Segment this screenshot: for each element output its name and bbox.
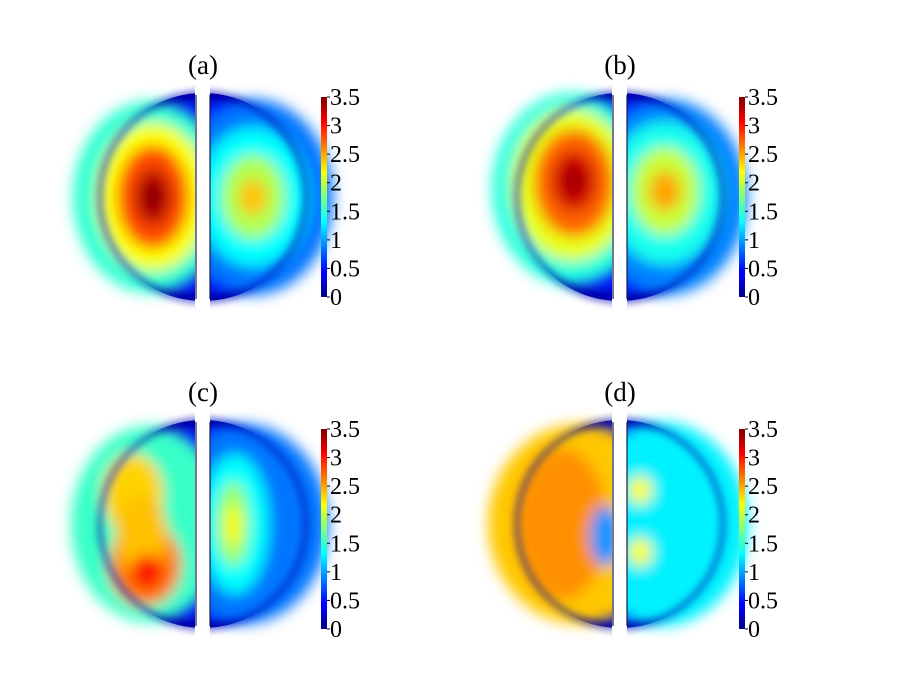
colorbar-tick-label: 3 bbox=[330, 114, 342, 140]
colorbar-tick-label: 0 bbox=[330, 285, 342, 311]
colorbar-tick-label: 2.5 bbox=[330, 142, 360, 168]
left-half-level-1 bbox=[516, 448, 608, 600]
right-half-contours bbox=[210, 99, 333, 295]
colorbar-tick-label: 3 bbox=[748, 114, 760, 140]
right-half-level-3 bbox=[225, 506, 241, 546]
colorbar-tick-label: 0.5 bbox=[330, 588, 360, 614]
left-half-field bbox=[492, 92, 613, 302]
panel-label: (d) bbox=[604, 377, 635, 407]
right-half-contours bbox=[627, 99, 747, 295]
colorbar-tick-label: 1 bbox=[748, 228, 760, 254]
right-half-field bbox=[210, 92, 333, 302]
colorbar-tick-label: 3.5 bbox=[748, 85, 778, 111]
split-gap bbox=[612, 414, 626, 634]
split-gap bbox=[195, 414, 209, 634]
panel-label: (a) bbox=[188, 50, 218, 80]
colorbar-tick-label: 3 bbox=[748, 446, 760, 472]
left-half-contours bbox=[492, 93, 613, 285]
right-half-field bbox=[627, 419, 748, 629]
left-half-rim bbox=[515, 419, 613, 629]
right-half-level-2 bbox=[628, 538, 652, 566]
colorbar-tick-label: 2 bbox=[748, 171, 760, 197]
colorbar bbox=[739, 97, 745, 297]
colorbar-tick-label: 2.5 bbox=[748, 142, 778, 168]
colorbar-tick-label: 1 bbox=[330, 560, 342, 586]
colorbar-tick-label: 2 bbox=[330, 503, 342, 529]
left-half-contours bbox=[73, 101, 196, 293]
left-half-level-2 bbox=[590, 506, 613, 566]
colorbar-tick-label: 0 bbox=[748, 617, 760, 643]
colorbar-tick-label: 0.5 bbox=[330, 256, 360, 282]
left-half-rim bbox=[98, 419, 196, 629]
right-half-rim bbox=[210, 419, 308, 629]
left-half-contours bbox=[71, 426, 196, 622]
colorbar-tick-label: 0 bbox=[748, 285, 760, 311]
right-half-level-3 bbox=[649, 171, 681, 211]
colorbar-tick-label: 1.5 bbox=[748, 531, 778, 557]
right-half-rim bbox=[627, 92, 725, 302]
colorbar bbox=[739, 429, 745, 629]
right-half-field bbox=[627, 92, 747, 302]
left-half-field bbox=[73, 92, 196, 302]
colorbar-tick-label: 3.5 bbox=[748, 417, 778, 443]
left-half-contours bbox=[488, 424, 613, 624]
colorbar-tick-label: 1.5 bbox=[330, 199, 360, 225]
left-half-field bbox=[488, 419, 613, 629]
colorbar-tick-label: 2.5 bbox=[330, 474, 360, 500]
colorbar-tick-label: 1 bbox=[330, 228, 342, 254]
colorbar-tick-label: 2 bbox=[330, 171, 342, 197]
left-half-level-3 bbox=[115, 494, 167, 574]
right-half-level-0 bbox=[627, 422, 748, 626]
left-half-rim bbox=[98, 92, 196, 302]
colorbar-tick-label: 2 bbox=[748, 503, 760, 529]
right-half-rim bbox=[627, 419, 725, 629]
colorbar-tick-label: 2.5 bbox=[748, 474, 778, 500]
right-half-rim bbox=[210, 92, 308, 302]
panel-b: (b) 0 0.51 1.52 2.53 3.5 bbox=[492, 50, 778, 311]
left-half-level-4 bbox=[145, 185, 161, 209]
colorbar-tick-label: 0 bbox=[330, 617, 342, 643]
panel-label: (b) bbox=[604, 50, 635, 80]
panel-d: (d) 0 0.51 1.52 2.53 3.5 bbox=[488, 377, 778, 643]
colorbar bbox=[321, 97, 327, 297]
colorbar bbox=[321, 429, 327, 629]
colorbar-tick-label: 3.5 bbox=[330, 417, 360, 443]
colorbar-tick-label: 1.5 bbox=[748, 199, 778, 225]
right-half-level-3 bbox=[239, 179, 267, 215]
colorbar-tick-label: 3.5 bbox=[330, 85, 360, 111]
colorbar-tick-label: 1.5 bbox=[330, 531, 360, 557]
right-half-level-1 bbox=[628, 476, 652, 504]
right-half-contours bbox=[627, 422, 748, 626]
left-half-level-4 bbox=[564, 167, 584, 195]
left-half-rim bbox=[515, 92, 613, 302]
colorbar-tick-label: 0.5 bbox=[748, 256, 778, 282]
right-half-field bbox=[210, 419, 328, 629]
colorbar-tick-label: 0.5 bbox=[748, 588, 778, 614]
left-half-level-4 bbox=[131, 554, 163, 590]
left-half-field bbox=[71, 419, 196, 629]
panel-c: (c) 0 0.51 1.52 2.53 3.5 bbox=[71, 377, 360, 643]
colorbar-tick-label: 1 bbox=[748, 560, 760, 586]
split-gap bbox=[195, 87, 209, 307]
panel-label: (c) bbox=[188, 377, 218, 407]
panel-a: (a) 0 0.51 1.52 2.53 3.5 bbox=[73, 50, 360, 311]
split-gap bbox=[612, 87, 626, 307]
right-half-contours bbox=[210, 424, 328, 624]
colorbar-tick-label: 3 bbox=[330, 446, 342, 472]
